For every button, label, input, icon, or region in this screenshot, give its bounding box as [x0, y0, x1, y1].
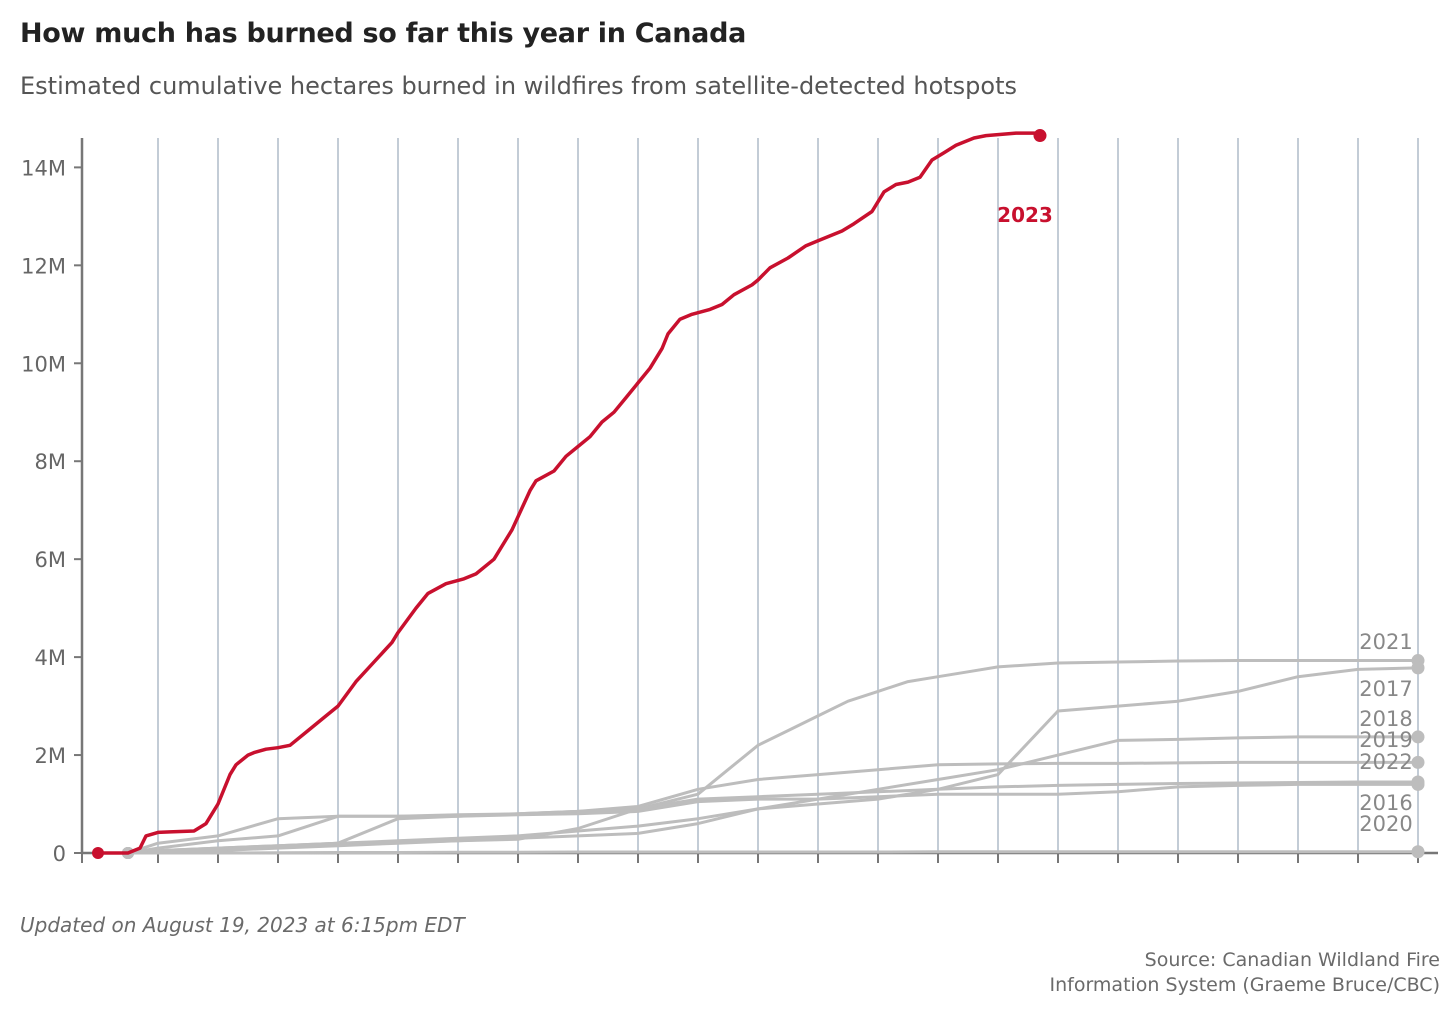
- series-line-2019: [126, 760, 1420, 855]
- series-end-dot-2018: [1411, 730, 1425, 744]
- series-label-2020: 2020: [1359, 812, 1412, 836]
- series-lines: [92, 129, 1425, 859]
- series-end-dot-2019: [1411, 755, 1425, 769]
- series-line-2021: [126, 659, 1420, 855]
- series-label-2016: 2016: [1359, 791, 1412, 815]
- series-line-2023: [96, 131, 1042, 855]
- gridlines: [157, 138, 1419, 853]
- series-end-dot-2017: [1411, 661, 1425, 675]
- series-label-2023: 2023: [997, 203, 1053, 227]
- axes: 0 2M 4M 6M 8M 10M 12M 14M: [21, 138, 1438, 866]
- updated-timestamp: Updated on August 19, 2023 at 6:15pm EDT: [20, 913, 465, 937]
- series-end-dot-2020: [1411, 845, 1425, 859]
- series-label-2017: 2017: [1359, 677, 1412, 701]
- series-label-2018: 2018: [1359, 707, 1412, 731]
- series-line-2016: [126, 782, 1420, 855]
- series-line-2020: [126, 850, 1420, 855]
- y-tick-label: 4M: [35, 646, 66, 670]
- chart-title: How much has burned so far this year in …: [20, 18, 747, 49]
- series-line-2017: [126, 666, 1420, 855]
- y-tick-label: 6M: [35, 548, 66, 572]
- series-line-2018: [126, 735, 1420, 855]
- series-line-2022: [126, 780, 1420, 855]
- series-end-dot-2023: [1033, 129, 1047, 143]
- series-start-dot-2023: [92, 847, 104, 859]
- source-credit: Source: Canadian Wildland Fire Informati…: [1049, 948, 1440, 998]
- series-label-2022: 2022: [1359, 750, 1412, 774]
- y-tick-label: 8M: [35, 450, 66, 474]
- chart-subtitle: Estimated cumulative hectares burned in …: [20, 72, 1017, 100]
- source-line-2: Information System (Graeme Bruce/CBC): [1049, 974, 1440, 996]
- y-tick-label: 0: [53, 842, 66, 866]
- series-label-2021: 2021: [1359, 630, 1412, 654]
- source-line-1: Source: Canadian Wildland Fire: [1144, 949, 1440, 971]
- y-tick-label: 2M: [35, 744, 66, 768]
- y-tick-label: 14M: [21, 156, 66, 180]
- y-tick-label: 12M: [21, 254, 66, 278]
- series-end-dot-2016: [1411, 777, 1425, 791]
- series-label-2019: 2019: [1359, 728, 1412, 752]
- y-tick-label: 10M: [21, 352, 66, 376]
